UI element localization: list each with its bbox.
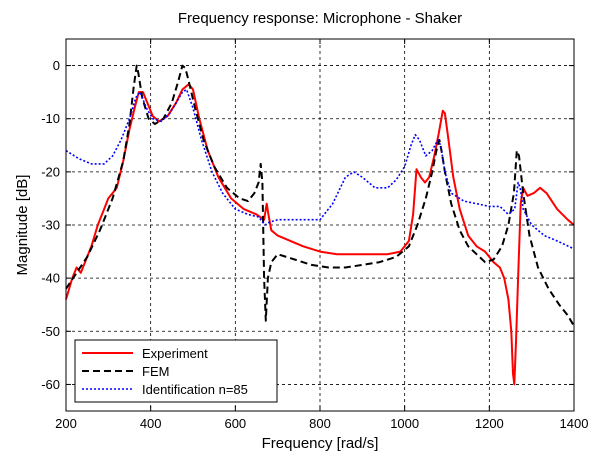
grid [66,39,574,411]
x-tick-label: 800 [309,416,331,431]
chart-title: Frequency response: Microphone - Shaker [178,10,462,27]
x-tick-label: 400 [140,416,162,431]
x-tick-label: 1400 [560,416,589,431]
series-lines [65,64,575,386]
series-line-identification-n-85 [65,88,575,250]
x-tick-label: 600 [224,416,246,431]
y-tick-label: -20 [41,164,60,179]
y-tick-label: -50 [41,324,60,339]
x-tick-label: 1000 [390,416,419,431]
x-tick-label: 200 [55,416,77,431]
y-tick-label: -60 [41,377,60,392]
legend: Experiment FEM Identification n=85 [74,339,278,403]
y-axis-label: Magnitude [dB] [14,175,31,276]
legend-label-experiment: Experiment [142,346,208,361]
y-tick-label: 0 [53,58,60,73]
axis-ticks: 200 400 600 800 1000 1200 1400 0 -10 -20 -30 -40 -50… [41,39,588,431]
legend-label-identification: Identification n=85 [142,382,248,397]
x-axis-label: Frequency [rad/s] [262,435,379,452]
y-tick-label: -40 [41,271,60,286]
legend-label-fem: FEM [142,364,169,379]
x-tick-label: 1200 [475,416,504,431]
y-tick-label: -10 [41,111,60,126]
y-tick-label: -30 [41,218,60,233]
series-line-experiment [65,83,575,386]
series-line-fem [65,64,575,327]
